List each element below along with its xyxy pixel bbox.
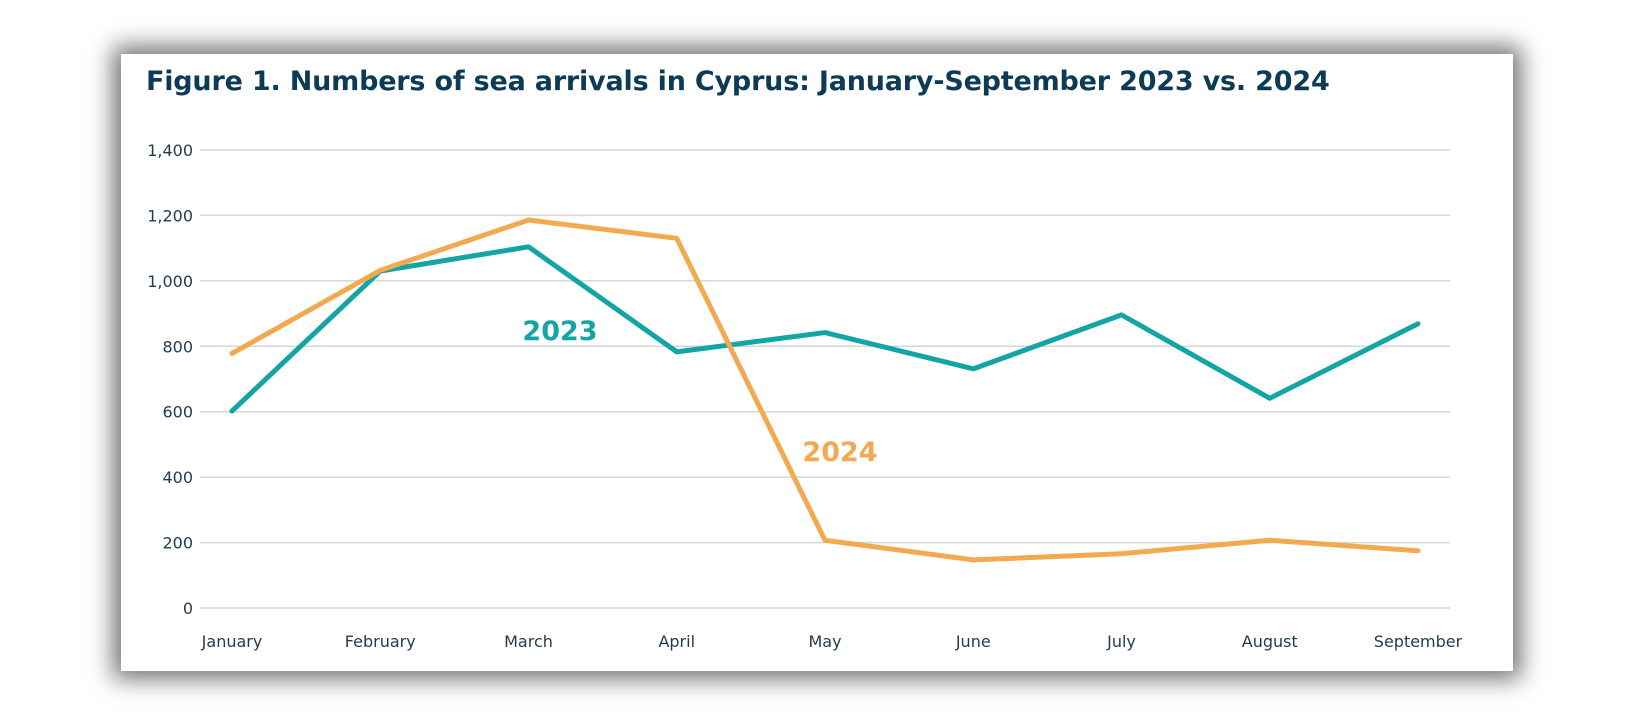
- y-tick-label: 800: [162, 337, 193, 356]
- y-tick-label: 600: [162, 403, 193, 422]
- y-tick-label: 400: [162, 468, 193, 487]
- x-tick-label: August: [1242, 632, 1298, 651]
- chart-title: Figure 1. Numbers of sea arrivals in Cyp…: [146, 66, 1330, 97]
- y-axis: 0 200 400 600 800 1,000 1,200 1,400: [147, 141, 193, 618]
- gridlines: [200, 149, 1450, 609]
- series-lines: [229, 217, 1421, 563]
- x-tick-label: April: [658, 632, 695, 651]
- x-tick-label: September: [1374, 632, 1463, 651]
- series-labels: 2023 2024: [522, 316, 877, 468]
- y-tick-label: 200: [162, 534, 193, 553]
- y-tick-label: 1,000: [147, 272, 193, 291]
- series-line-2024: [229, 217, 1421, 563]
- series-label-2023: 2023: [522, 316, 597, 347]
- x-tick-label: March: [504, 632, 553, 651]
- y-tick-label: 0: [183, 599, 193, 618]
- y-tick-label: 1,400: [147, 141, 193, 160]
- x-tick-label: June: [955, 632, 991, 651]
- chart-card: [121, 54, 1513, 671]
- x-tick-label: January: [201, 632, 263, 651]
- series-label-2024: 2024: [802, 437, 877, 468]
- x-axis: January February March April May June July Augu…: [201, 632, 1463, 651]
- x-tick-label: July: [1106, 632, 1136, 651]
- series-line-2023: [229, 244, 1421, 414]
- y-tick-label: 1,200: [147, 206, 193, 225]
- x-tick-label: February: [345, 632, 416, 651]
- x-tick-label: May: [808, 632, 841, 651]
